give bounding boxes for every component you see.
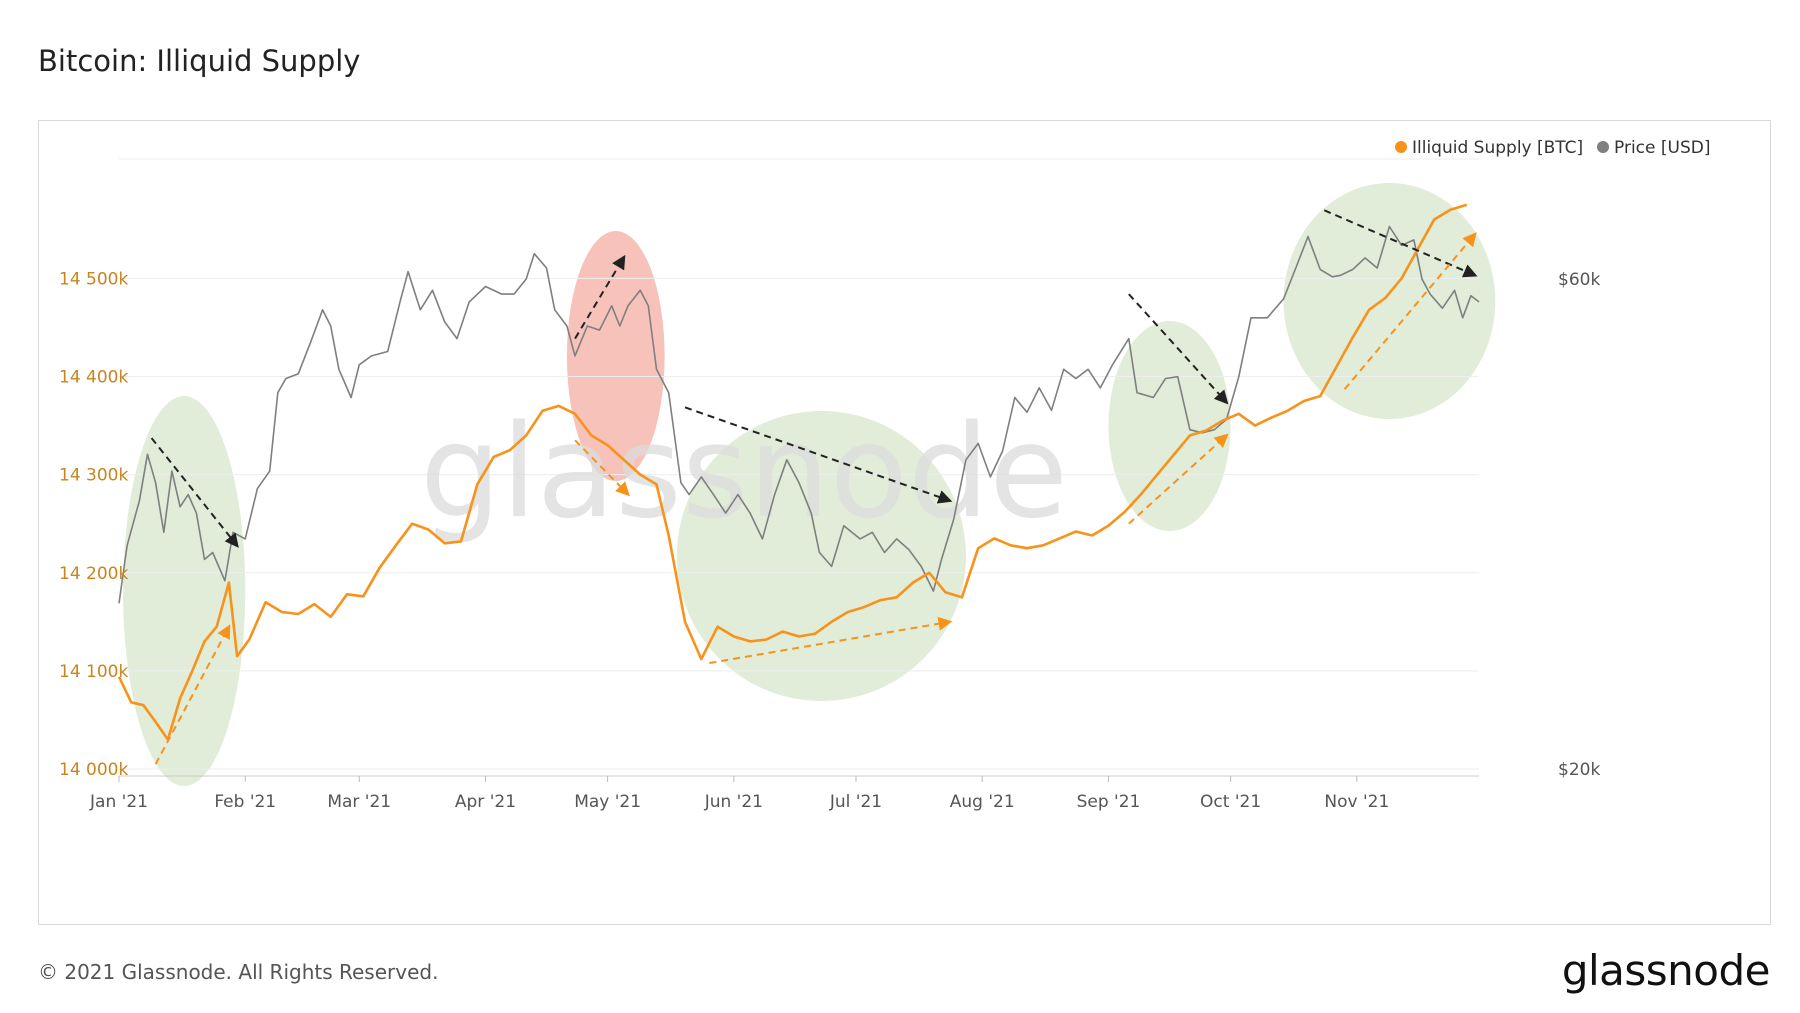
trend-arrow-price-down — [684, 406, 953, 504]
y-tick-label-left: 14 000k — [59, 760, 128, 780]
watermark: glassnode — [420, 398, 1068, 547]
legend-marker-illiquid — [1395, 141, 1407, 153]
legend-marker-price — [1597, 141, 1609, 153]
x-axis: Jan '21 Feb '21 Mar '21 Apr '21 May '21 Jun '… — [89, 775, 1479, 812]
glassnode-logo[interactable]: glassnode — [1561, 946, 1771, 995]
x-tick-label: Jan '21 — [89, 792, 148, 812]
series-line-price — [118, 225, 1480, 604]
x-tick-label: Jul '21 — [829, 792, 882, 812]
highlight-region-green — [1108, 321, 1231, 531]
legend: Illiquid Supply [BTC] Price [USD] — [1395, 138, 1710, 158]
y-tick-label-left: 14 400k — [59, 368, 128, 388]
trend-arrow-price-down — [150, 437, 239, 548]
legend-item-price[interactable]: Price [USD] — [1597, 138, 1710, 158]
trend-arrow-illiquid-up — [154, 624, 231, 765]
highlight-region-green — [123, 396, 246, 786]
highlight-regions — [123, 183, 1496, 786]
series-lines — [117, 203, 1480, 741]
y-tick-label-left: 14 200k — [59, 564, 128, 584]
x-tick-label: Nov '21 — [1324, 792, 1389, 812]
x-tick-label: Sep '21 — [1077, 792, 1141, 812]
highlight-region-green — [1283, 183, 1496, 419]
y-tick-label-right: $20k — [1558, 760, 1600, 780]
y-tick-label-right: $60k — [1558, 270, 1600, 290]
y-tick-label-left: 14 500k — [59, 269, 128, 289]
y-axis-left: 14 000k 14 100k 14 200k 14 300k 14 400k 14 50… — [59, 269, 128, 780]
x-tick-label: Oct '21 — [1200, 792, 1261, 812]
trend-arrow-illiquid-down — [574, 439, 630, 497]
trend-arrow-illiquid-up — [1343, 232, 1477, 390]
chart-card: glassnode 14 000k 14 100k 14 200k 14 300k 14… — [38, 120, 1771, 925]
gridlines — [119, 158, 1479, 770]
legend-label-illiquid: Illiquid Supply [BTC] — [1412, 138, 1583, 158]
legend-label-price: Price [USD] — [1614, 138, 1710, 158]
trend-arrow-illiquid-up — [1128, 433, 1229, 525]
x-tick-label: Feb '21 — [214, 792, 276, 812]
y-axis-right: $20k $60k — [1558, 270, 1600, 780]
footer-copyright: © 2021 Glassnode. All Rights Reserved. — [38, 960, 439, 984]
trend-arrow-price-up — [574, 254, 626, 340]
y-tick-label-left: 14 100k — [59, 662, 128, 682]
series-line-illiquid — [117, 203, 1468, 741]
highlight-region-green — [676, 411, 966, 701]
x-tick-label: Jun '21 — [704, 792, 763, 812]
highlight-region-red — [566, 231, 665, 481]
x-tick-label: Mar '21 — [327, 792, 391, 812]
trend-arrow-price-down — [1323, 209, 1478, 278]
x-tick-label: Apr '21 — [455, 792, 516, 812]
x-tick-label: May '21 — [574, 792, 641, 812]
x-tick-label: Aug '21 — [950, 792, 1015, 812]
trend-arrow-illiquid-up — [709, 616, 953, 665]
y-tick-label-left: 14 300k — [59, 466, 128, 486]
chart-title: Bitcoin: Illiquid Supply — [38, 44, 361, 78]
trend-arrows — [150, 209, 1478, 765]
legend-item-illiquid[interactable]: Illiquid Supply [BTC] — [1395, 138, 1583, 158]
trend-arrow-price-down — [1128, 293, 1229, 405]
